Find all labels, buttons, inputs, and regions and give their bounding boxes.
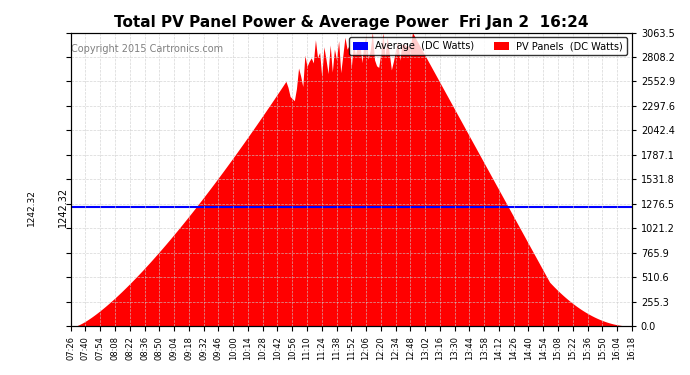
Text: 1242.32: 1242.32 bbox=[27, 189, 36, 225]
Legend: Average  (DC Watts), PV Panels  (DC Watts): Average (DC Watts), PV Panels (DC Watts) bbox=[349, 38, 627, 55]
Text: Copyright 2015 Cartronics.com: Copyright 2015 Cartronics.com bbox=[71, 44, 224, 54]
Title: Total PV Panel Power & Average Power  Fri Jan 2  16:24: Total PV Panel Power & Average Power Fri… bbox=[114, 15, 589, 30]
Text: 1242.32: 1242.32 bbox=[58, 187, 68, 227]
